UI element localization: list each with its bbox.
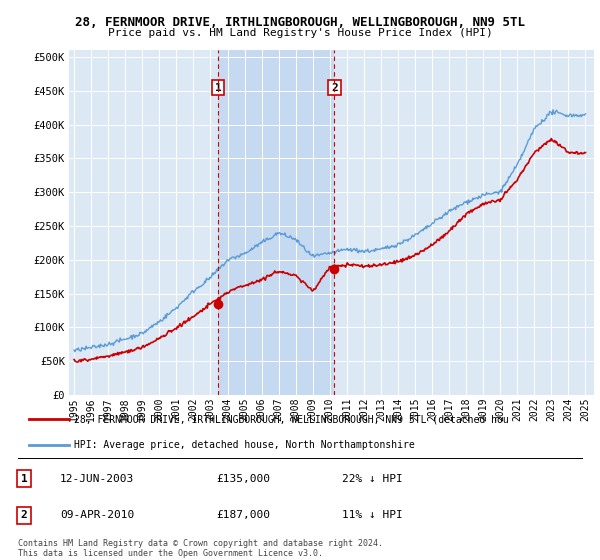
Text: Price paid vs. HM Land Registry's House Price Index (HPI): Price paid vs. HM Land Registry's House … — [107, 28, 493, 38]
Text: 09-APR-2010: 09-APR-2010 — [60, 510, 134, 520]
Text: 12-JUN-2003: 12-JUN-2003 — [60, 474, 134, 484]
Text: HPI: Average price, detached house, North Northamptonshire: HPI: Average price, detached house, Nort… — [74, 440, 415, 450]
Text: £135,000: £135,000 — [216, 474, 270, 484]
Text: 2: 2 — [331, 82, 338, 92]
Text: 28, FERNMOOR DRIVE, IRTHLINGBOROUGH, WELLINGBOROUGH, NN9 5TL (detached hou: 28, FERNMOOR DRIVE, IRTHLINGBOROUGH, WEL… — [74, 414, 509, 424]
Bar — [218, 50, 334, 395]
Text: 1: 1 — [215, 82, 221, 92]
Text: 1: 1 — [20, 474, 28, 484]
Text: 22% ↓ HPI: 22% ↓ HPI — [342, 474, 403, 484]
Text: 28, FERNMOOR DRIVE, IRTHLINGBOROUGH, WELLINGBOROUGH, NN9 5TL: 28, FERNMOOR DRIVE, IRTHLINGBOROUGH, WEL… — [75, 16, 525, 29]
Text: 11% ↓ HPI: 11% ↓ HPI — [342, 510, 403, 520]
Text: £187,000: £187,000 — [216, 510, 270, 520]
Text: This data is licensed under the Open Government Licence v3.0.: This data is licensed under the Open Gov… — [18, 549, 323, 558]
Text: 2: 2 — [20, 510, 28, 520]
Text: Contains HM Land Registry data © Crown copyright and database right 2024.: Contains HM Land Registry data © Crown c… — [18, 539, 383, 548]
